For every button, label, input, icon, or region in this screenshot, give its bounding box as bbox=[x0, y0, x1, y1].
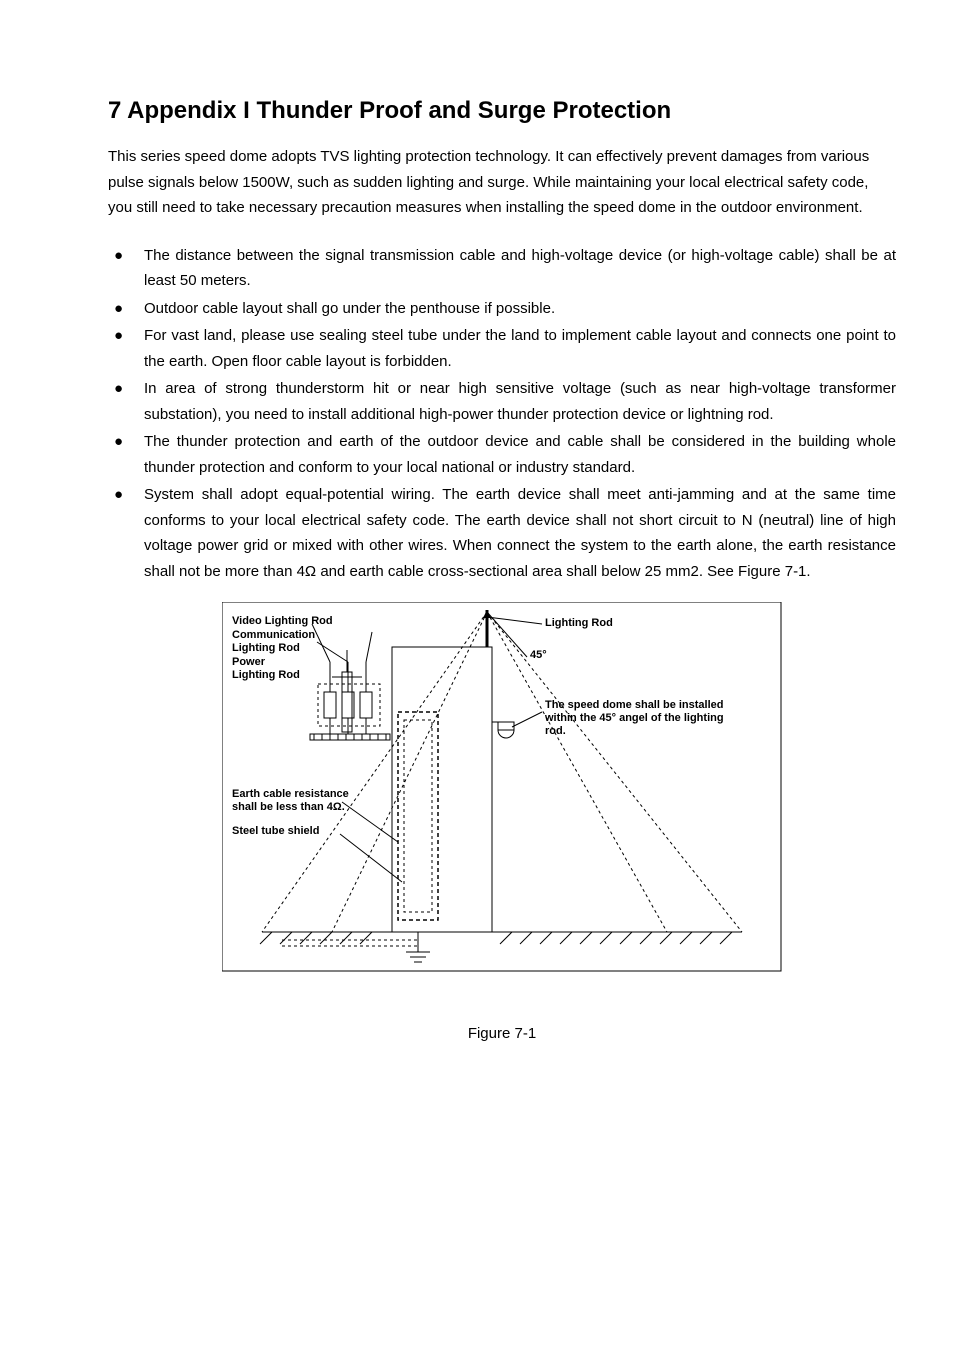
bullet-list: The distance between the signal transmis… bbox=[108, 243, 896, 585]
list-item: For vast land, please use sealing steel … bbox=[108, 323, 896, 374]
figure-7-1: 45° bbox=[222, 602, 782, 1042]
lighting-rod-label: Lighting Rod bbox=[545, 617, 613, 629]
diagram-svg: 45° bbox=[222, 602, 782, 972]
comm-lighting-rod-label-1: Communication bbox=[232, 629, 315, 641]
list-item: System shall adopt equal-potential wirin… bbox=[108, 482, 896, 584]
protection-boxes bbox=[318, 662, 380, 734]
speed-dome-icon bbox=[492, 722, 514, 738]
list-item: The distance between the signal transmis… bbox=[108, 243, 896, 294]
document-page: 7 Appendix I Thunder Proof and Surge Pro… bbox=[0, 0, 954, 1350]
video-lighting-rod-label: Video Lighting Rod bbox=[232, 615, 333, 627]
comm-lighting-rod-label-2: Lighting Rod bbox=[232, 642, 300, 654]
figure-caption: Figure 7-1 bbox=[222, 1025, 782, 1042]
list-item: In area of strong thunderstorm hit or ne… bbox=[108, 376, 896, 427]
power-lighting-rod-label-1: Power bbox=[232, 656, 266, 668]
power-lighting-rod-label-2: Lighting Rod bbox=[232, 669, 300, 681]
install-note-3: rod. bbox=[545, 725, 566, 737]
intro-paragraph: This series speed dome adopts TVS lighti… bbox=[108, 144, 896, 221]
steel-tube-shield-label: Steel tube shield bbox=[232, 825, 319, 837]
list-item: Outdoor cable layout shall go under the … bbox=[108, 296, 896, 322]
page-title: 7 Appendix I Thunder Proof and Surge Pro… bbox=[108, 95, 896, 126]
angle-45-label: 45° bbox=[530, 649, 547, 661]
list-item: The thunder protection and earth of the … bbox=[108, 429, 896, 480]
earth-resistance-label-1: Earth cable resistance bbox=[232, 788, 349, 800]
install-note-2: within the 45° angel of the lighting bbox=[544, 712, 724, 724]
install-note-1: The speed dome shall be installed bbox=[545, 699, 724, 711]
earth-resistance-label-2: shall be less than 4Ω. bbox=[232, 801, 345, 813]
